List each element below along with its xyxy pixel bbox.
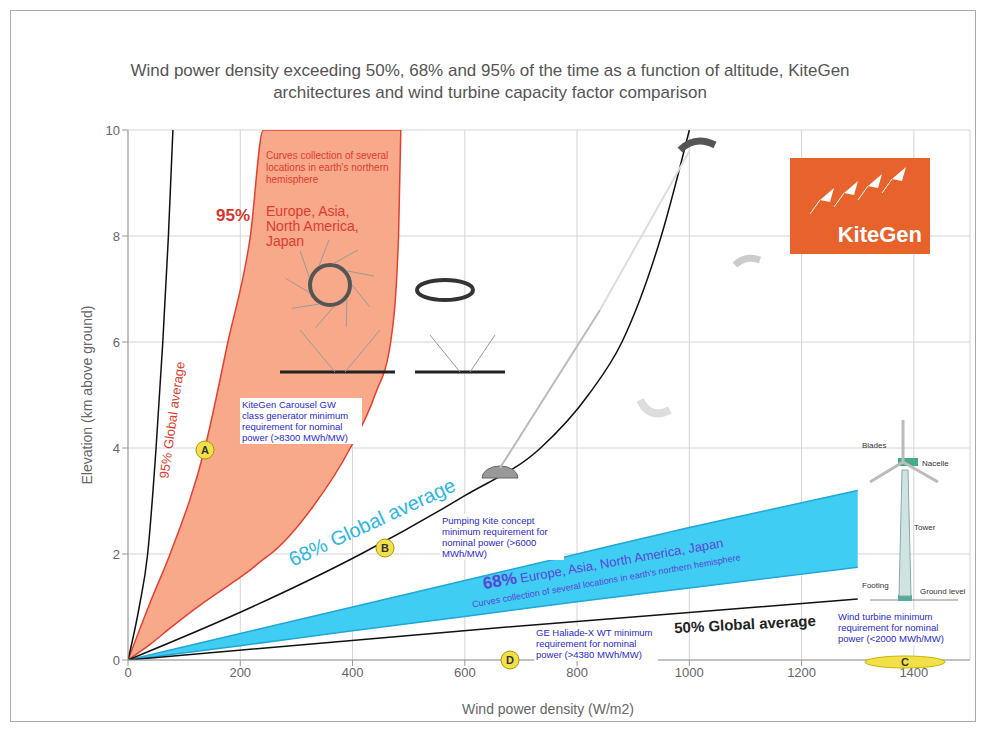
svg-text:B: B	[381, 542, 389, 554]
svg-text:Curves collection of several l: Curves collection of several locations i…	[471, 552, 741, 609]
svg-text:8: 8	[113, 229, 120, 244]
svg-text:Elevation (km above ground): Elevation (km above ground)	[79, 306, 95, 485]
svg-text:Nacelle: Nacelle	[922, 459, 949, 468]
svg-text:1400: 1400	[899, 665, 928, 680]
svg-text:2: 2	[113, 547, 120, 562]
svg-text:0: 0	[113, 653, 120, 668]
svg-text:4: 4	[113, 441, 120, 456]
svg-text:1200: 1200	[787, 665, 816, 680]
svg-text:Footing: Footing	[862, 581, 889, 590]
svg-text:6: 6	[113, 335, 120, 350]
svg-text:800: 800	[566, 665, 588, 680]
svg-text:600: 600	[454, 665, 476, 680]
svg-text:Blades: Blades	[862, 441, 886, 450]
svg-text:50% Global average: 50% Global average	[674, 612, 816, 636]
svg-text:D: D	[506, 654, 514, 666]
svg-text:400: 400	[342, 665, 364, 680]
svg-text:95% Global average: 95% Global average	[156, 361, 187, 480]
svg-text:C: C	[901, 656, 909, 668]
svg-text:Ground level: Ground level	[920, 587, 966, 596]
svg-text:Tower: Tower	[914, 523, 936, 532]
svg-text:Wind power density (W/m2): Wind power density (W/m2)	[462, 701, 634, 717]
svg-text:68% Global average: 68% Global average	[285, 474, 459, 571]
svg-text:200: 200	[229, 665, 251, 680]
svg-text:10: 10	[106, 123, 120, 138]
svg-text:0: 0	[124, 665, 131, 680]
svg-text:1000: 1000	[675, 665, 704, 680]
svg-text:A: A	[201, 444, 209, 456]
